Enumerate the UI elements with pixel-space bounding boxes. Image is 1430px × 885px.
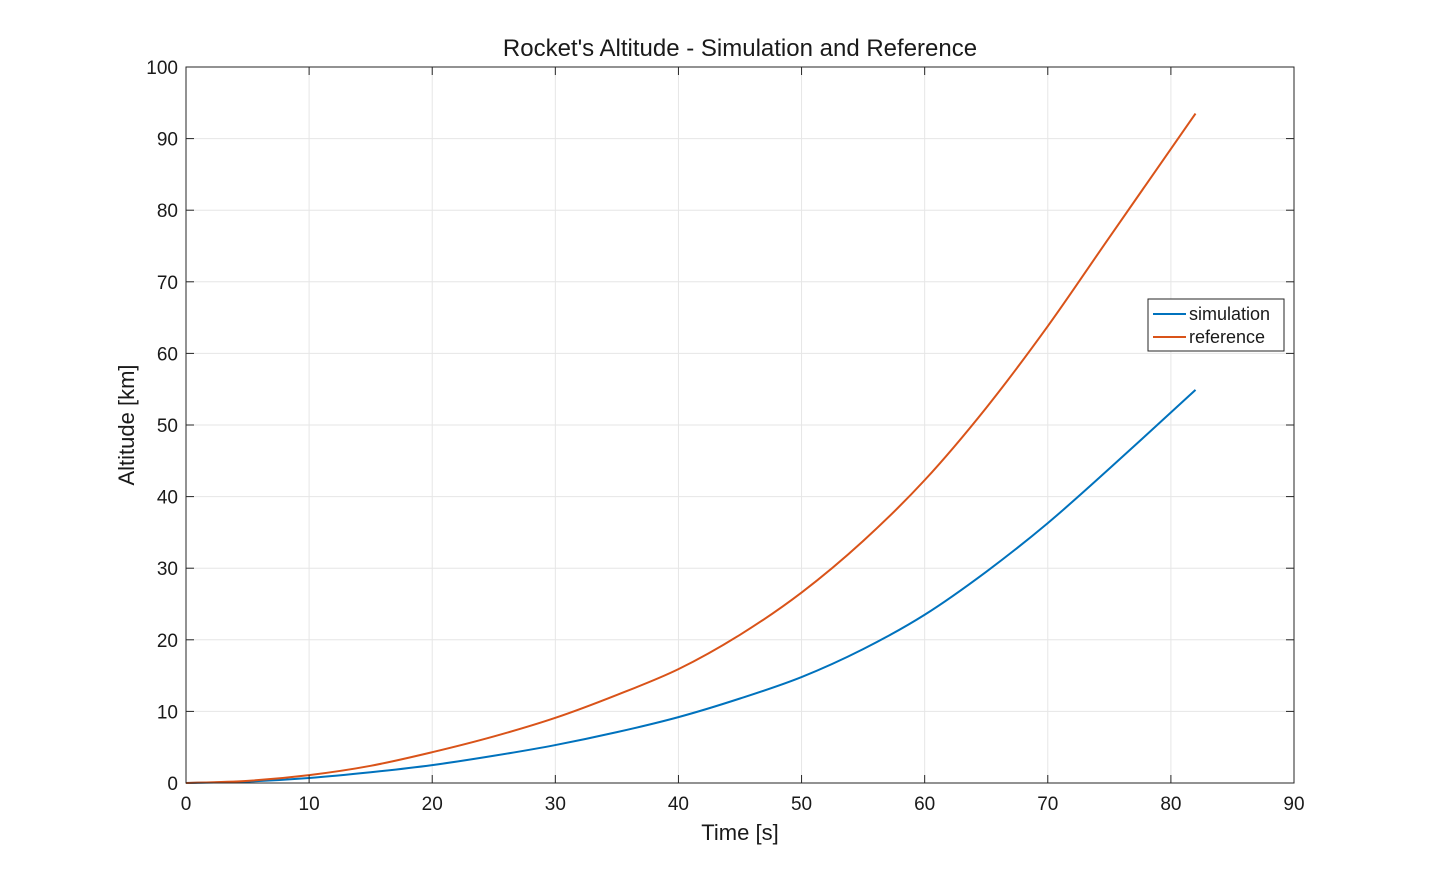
x-tick-label: 20 <box>422 794 443 815</box>
chart-title: Rocket's Altitude - Simulation and Refer… <box>503 35 977 62</box>
x-axis-label: Time [s] <box>701 820 778 845</box>
y-tick-label: 20 <box>157 631 178 652</box>
series-line-simulation <box>185 389 1197 784</box>
y-tick-label: 0 <box>167 774 178 795</box>
x-tick-label: 60 <box>914 794 935 815</box>
plot-lines <box>185 112 1197 784</box>
y-tick-label: 30 <box>157 559 178 580</box>
x-tick-label: 0 <box>181 794 192 815</box>
legend-box <box>1147 298 1285 352</box>
legend-label-simulation: simulation <box>1189 304 1270 324</box>
legend: simulation reference <box>1147 298 1285 352</box>
y-tick-label: 70 <box>157 273 178 294</box>
x-tick-label: 10 <box>299 794 320 815</box>
series-line-reference <box>185 112 1197 784</box>
x-tick-label: 90 <box>1283 794 1304 815</box>
y-tick-label: 90 <box>157 130 178 151</box>
axis-ticks: 0 10 20 30 40 50 60 70 80 90 0 10 20 30 40 50 60 70 80 90 10… <box>146 58 1304 815</box>
legend-label-reference: reference <box>1189 327 1265 347</box>
y-tick-label: 40 <box>157 488 178 509</box>
y-axis-label: Altitude [km] <box>114 364 139 485</box>
y-tick-label: 80 <box>157 201 178 222</box>
grid <box>186 67 1294 783</box>
y-tick-label: 100 <box>146 58 178 79</box>
x-tick-label: 30 <box>545 794 566 815</box>
y-tick-label: 50 <box>157 416 178 437</box>
y-tick-label: 60 <box>157 344 178 365</box>
x-tick-label: 50 <box>791 794 812 815</box>
x-tick-label: 40 <box>668 794 689 815</box>
x-tick-label: 80 <box>1160 794 1181 815</box>
y-tick-label: 10 <box>157 702 178 723</box>
x-tick-label: 70 <box>1037 794 1058 815</box>
